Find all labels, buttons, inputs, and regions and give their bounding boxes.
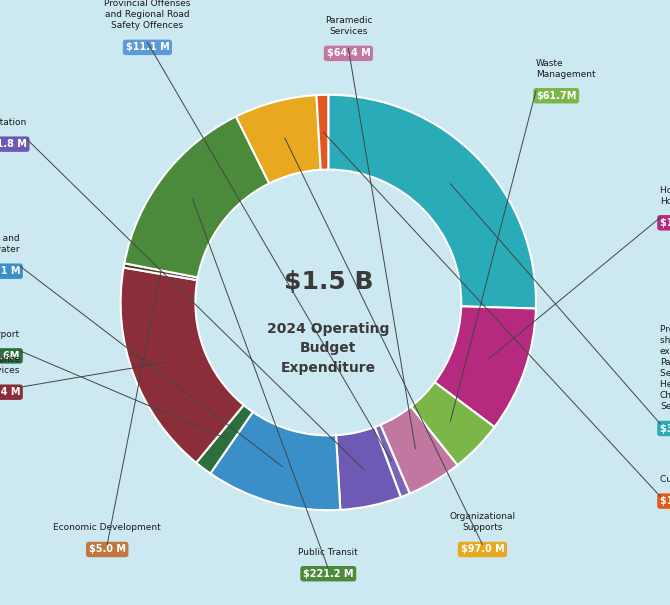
Text: $252.4 M: $252.4 M [0,387,20,397]
Wedge shape [316,95,328,170]
Wedge shape [123,263,198,280]
Text: Paramedic
Services: Paramedic Services [325,16,372,36]
Text: Water and
Wastewater: Water and Wastewater [0,234,20,254]
Text: $71.8 M: $71.8 M [0,139,27,149]
Text: $20.6M: $20.6M [0,351,20,361]
Wedge shape [435,306,536,427]
Text: $147.6 M: $147.6 M [660,218,670,228]
Wedge shape [196,405,253,474]
Text: Airport: Airport [0,330,20,339]
Text: Transportation: Transportation [0,118,27,127]
Wedge shape [210,412,340,510]
Text: Police
Services: Police Services [0,355,20,375]
Text: Economic Development: Economic Development [54,523,161,532]
Text: Organizational
Supports: Organizational Supports [450,512,515,532]
Text: Housing and
Homelessness: Housing and Homelessness [660,186,670,206]
Wedge shape [375,425,410,497]
Wedge shape [381,407,458,494]
Text: 2024 Operating
Budget
Expenditure: 2024 Operating Budget Expenditure [267,322,389,374]
Wedge shape [125,116,269,278]
Text: $159.1 M: $159.1 M [0,266,20,276]
Text: Public Transit: Public Transit [298,548,358,557]
Wedge shape [328,95,536,309]
Text: $13.7 M: $13.7 M [660,496,670,506]
Text: $1.5 B: $1.5 B [283,270,373,294]
Wedge shape [121,267,244,463]
Text: $61.7M: $61.7M [536,91,576,101]
Wedge shape [336,427,401,510]
Text: $5.0 M: $5.0 M [88,544,126,555]
Text: $221.2 M: $221.2 M [303,569,354,579]
Wedge shape [236,95,321,183]
Text: $384.5 M: $384.5 M [660,424,670,434]
Text: Provincially cost-
shared programs
excluding
Paramedic
Services (Public
Health, : Provincially cost- shared programs exclu… [660,325,670,411]
Text: $11.1 M: $11.1 M [125,42,170,53]
Text: $97.0 M: $97.0 M [460,544,505,555]
Text: Provincial Offenses
and Regional Road
Safety Offences: Provincial Offenses and Regional Road Sa… [105,0,190,30]
Text: Waste
Management: Waste Management [536,59,596,79]
Wedge shape [411,382,494,465]
Text: $64.4 M: $64.4 M [326,48,371,59]
Text: Culture and Library: Culture and Library [660,475,670,484]
